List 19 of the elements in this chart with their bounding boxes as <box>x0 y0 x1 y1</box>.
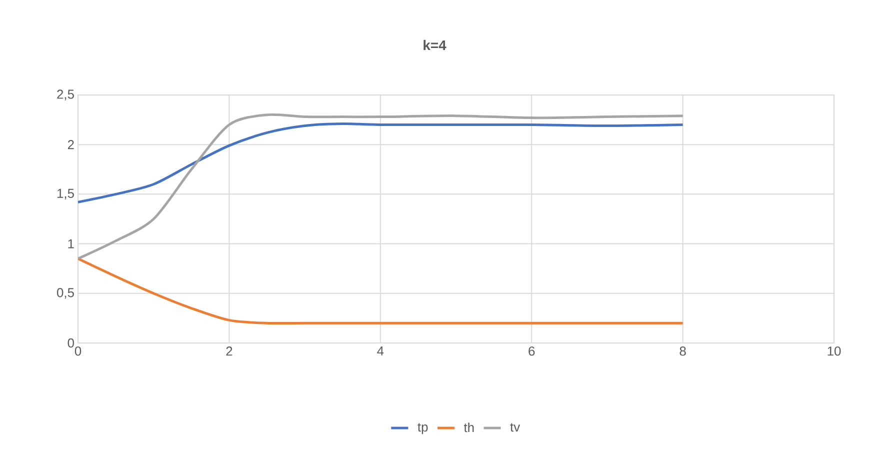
chart-title: k=4 <box>424 40 446 50</box>
legend-label: tv <box>510 423 520 432</box>
line-series <box>78 113 684 260</box>
legend-label: tp <box>418 423 428 434</box>
y-tick-label: 0,5 <box>56 288 74 299</box>
x-tick-label: 10 <box>828 346 841 356</box>
x-tick-label: 6 <box>528 346 535 356</box>
x-tick-label: 0 <box>74 346 82 356</box>
line-series <box>78 257 684 325</box>
x-tick-label: 8 <box>680 346 686 356</box>
y-tick-label: 2 <box>68 140 74 150</box>
y-tick-label: 1 <box>68 239 74 248</box>
line-series <box>78 122 684 204</box>
x-tick-label: 2 <box>226 346 232 356</box>
y-tick-label: 2,5 <box>57 90 74 100</box>
y-tick-label: 1,5 <box>57 188 74 200</box>
y-tick-label: 0 <box>68 338 74 348</box>
legend-label: th <box>464 422 474 432</box>
x-tick-label: 4 <box>377 346 384 356</box>
